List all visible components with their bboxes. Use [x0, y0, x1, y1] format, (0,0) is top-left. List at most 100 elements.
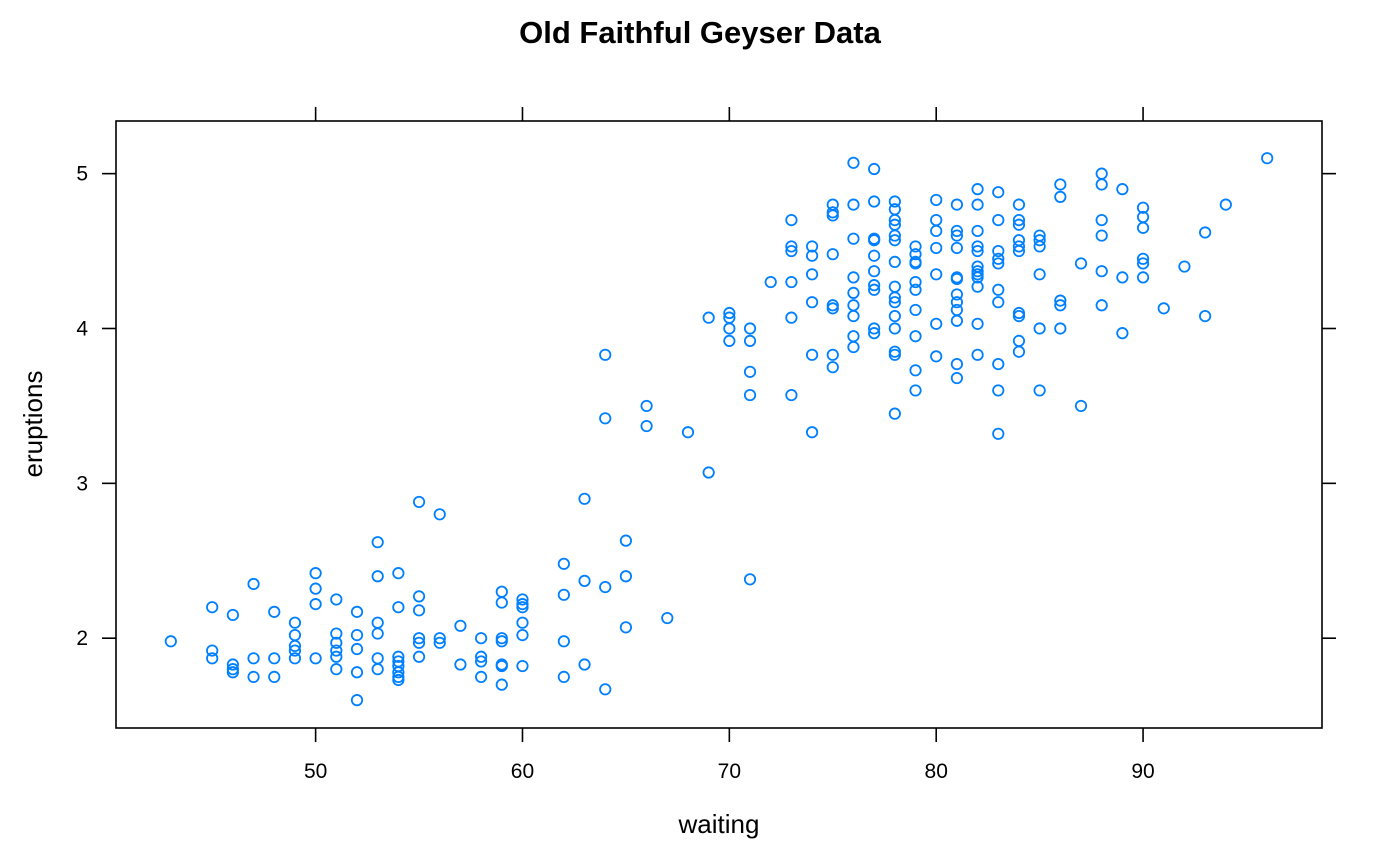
data-point	[826, 248, 839, 261]
data-point	[1054, 299, 1067, 312]
data-point	[888, 203, 901, 216]
y-tick-label: 3	[76, 472, 88, 495]
data-point	[392, 650, 405, 663]
data-point	[785, 214, 798, 227]
data-point	[930, 224, 943, 238]
data-point	[288, 616, 302, 629]
data-point	[971, 280, 984, 293]
data-point	[516, 593, 529, 606]
data-point	[516, 616, 529, 629]
data-point	[288, 639, 302, 653]
data-point	[1074, 399, 1088, 413]
data-point	[557, 588, 570, 601]
data-point	[992, 244, 1005, 258]
data-point	[288, 652, 302, 665]
data-point	[868, 327, 881, 340]
data-point	[992, 427, 1005, 440]
data-point	[930, 317, 943, 330]
data-point	[1012, 240, 1026, 253]
data-point	[826, 361, 839, 374]
chart-title: Old Faithful Geyser Data	[519, 15, 882, 50]
data-point	[826, 348, 839, 361]
data-point	[743, 388, 757, 402]
data-point	[950, 288, 963, 301]
data-point	[454, 658, 467, 671]
data-point	[1033, 240, 1046, 253]
data-point	[495, 585, 508, 598]
y-axis: 2 3 4 5	[76, 163, 1336, 650]
data-point	[226, 608, 239, 622]
data-point	[992, 283, 1005, 296]
data-point	[743, 365, 757, 378]
data-point	[1095, 265, 1108, 278]
data-point	[475, 632, 488, 645]
data-point	[495, 635, 508, 648]
data-point	[909, 330, 922, 343]
data-point	[950, 224, 963, 238]
data-point	[888, 214, 901, 227]
data-point	[619, 570, 633, 583]
data-point	[495, 678, 508, 691]
data-point	[868, 249, 881, 262]
data-point	[288, 644, 302, 657]
data-point	[702, 311, 715, 324]
data-point	[412, 495, 426, 509]
data-point	[909, 248, 922, 261]
data-point	[1054, 322, 1067, 335]
data-point	[992, 358, 1005, 371]
data-point	[309, 567, 322, 580]
data-point	[578, 492, 591, 505]
data-point	[433, 508, 446, 521]
x-tick-label: 70	[718, 760, 741, 783]
data-point	[950, 229, 963, 242]
data-point	[433, 636, 446, 649]
data-point	[826, 302, 839, 315]
data-point	[412, 590, 426, 603]
data-point	[330, 663, 343, 676]
data-point	[1012, 198, 1026, 211]
data-point	[1199, 310, 1212, 323]
data-point	[371, 536, 384, 549]
data-point	[1095, 299, 1108, 312]
data-point	[1219, 198, 1232, 211]
data-point	[888, 280, 901, 293]
data-point	[868, 195, 881, 208]
data-point	[1033, 322, 1046, 335]
data-point	[743, 334, 757, 347]
data-point	[888, 296, 901, 309]
data-point	[268, 670, 281, 684]
data-point	[785, 388, 798, 402]
plot-panel-border	[115, 120, 1323, 729]
data-point	[888, 348, 901, 361]
data-point	[909, 364, 922, 377]
data-point	[847, 156, 860, 169]
data-point	[392, 601, 405, 614]
data-point	[412, 650, 426, 663]
data-point	[412, 632, 426, 645]
data-point	[330, 636, 343, 649]
data-point	[557, 557, 570, 570]
data-point	[909, 303, 922, 317]
data-point	[847, 330, 860, 343]
data-point	[1095, 214, 1108, 227]
data-point	[847, 299, 860, 312]
data-point	[350, 694, 364, 707]
data-point	[888, 229, 901, 242]
data-point	[868, 283, 881, 296]
data-point	[971, 348, 984, 361]
data-point	[847, 310, 860, 323]
data-point	[805, 426, 819, 439]
data-point	[1054, 190, 1067, 203]
data-point	[1033, 234, 1046, 247]
data-point	[516, 628, 529, 642]
data-point	[1136, 257, 1150, 270]
data-point	[412, 636, 426, 649]
data-point	[971, 244, 984, 258]
data-point	[330, 627, 343, 640]
data-point	[847, 271, 860, 284]
data-point	[785, 244, 798, 258]
data-point	[392, 567, 405, 580]
data-point	[1136, 252, 1150, 265]
data-point	[847, 286, 860, 299]
data-point	[599, 412, 612, 425]
